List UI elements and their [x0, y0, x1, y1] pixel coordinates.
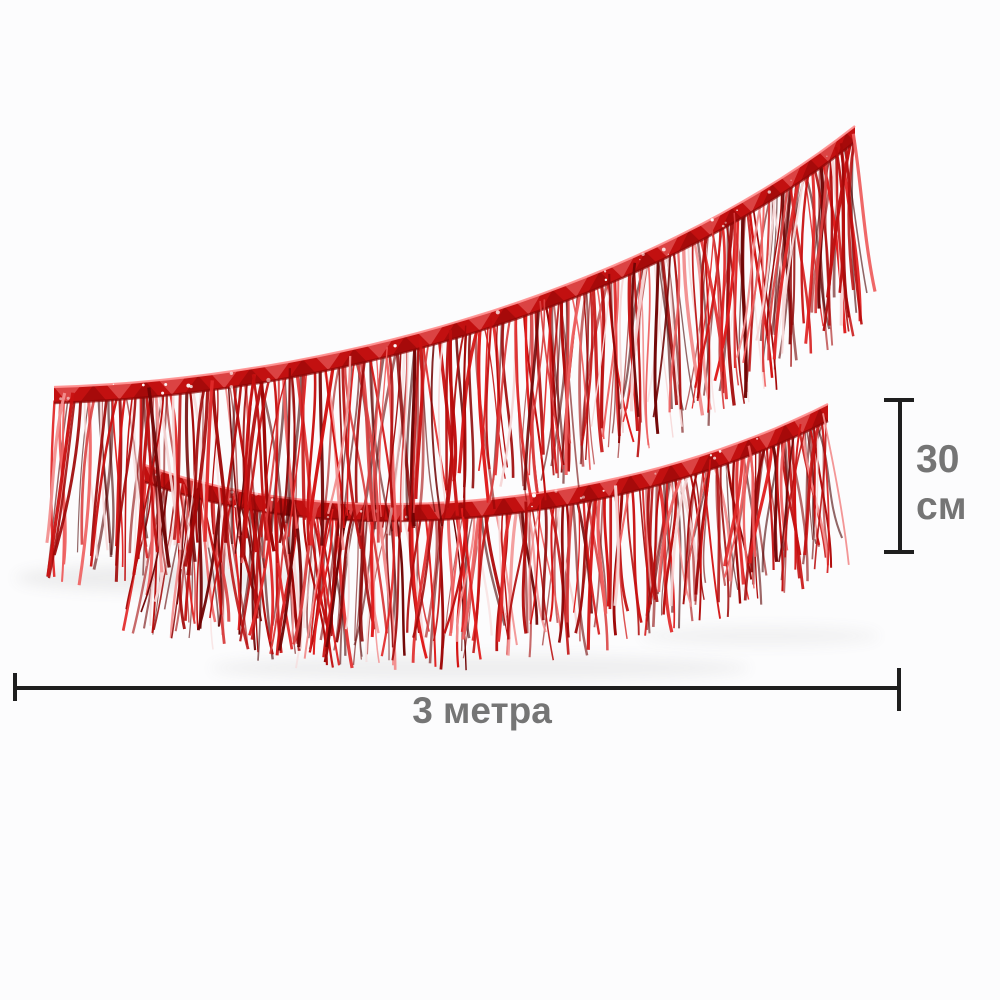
- garland-upper: [45, 125, 877, 586]
- height-dimension-cap-bottom: [884, 550, 914, 554]
- length-dimension-line: [15, 686, 900, 690]
- height-dimension-unit: см: [916, 484, 967, 528]
- length-dimension-label: 3 метра: [412, 690, 552, 731]
- height-dimension-value: 30: [916, 438, 960, 481]
- length-dimension-cap-right: [897, 668, 901, 711]
- height-dimension-line: [898, 400, 902, 552]
- height-dimension-cap-top: [884, 398, 914, 402]
- length-dimension-cap-left: [13, 673, 17, 701]
- height-dimension-label: 30 см: [916, 437, 967, 531]
